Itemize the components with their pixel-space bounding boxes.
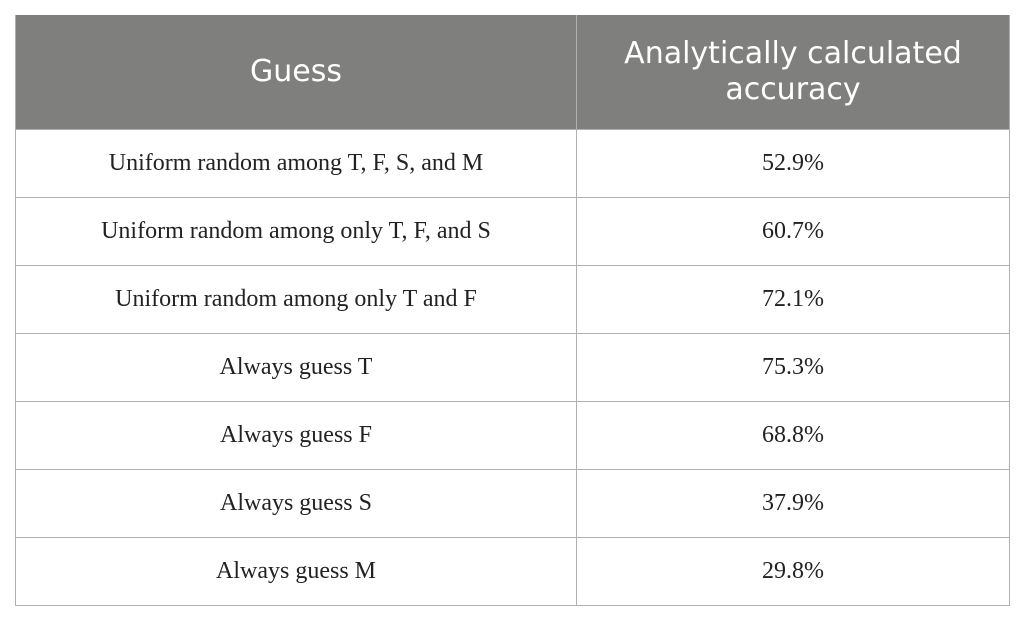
guess-cell: Uniform random among only T, F, and S: [15, 196, 577, 266]
accuracy-cell: 68.8%: [576, 400, 1010, 470]
header-cell: Analytically calculated accuracy: [576, 15, 1010, 129]
table-row: Uniform random among only T, F, and S 60.…: [15, 196, 1010, 266]
guess-cell: Always guess F: [15, 400, 577, 470]
accuracy-cell: 29.8%: [576, 536, 1010, 606]
table-body: Uniform random among T, F, S, and M 52.9%…: [15, 128, 1010, 606]
accuracy-cell: 75.3%: [576, 332, 1010, 402]
accuracy-cell: 60.7%: [576, 196, 1010, 266]
accuracy-cell: 37.9%: [576, 468, 1010, 538]
table-row: Uniform random among T, F, S, and M 52.9%: [15, 128, 1010, 198]
header-row: Guess Analytically calculated accuracy: [15, 15, 1010, 129]
header-cell: Guess: [15, 15, 577, 129]
accuracy-table: Guess Analytically calculated accuracy U…: [15, 15, 1010, 606]
table-row: Always guess F 68.8%: [15, 400, 1010, 470]
guess-cell: Always guess M: [15, 536, 577, 606]
table-row: Always guess S 37.9%: [15, 468, 1010, 538]
table-row: Always guess M 29.8%: [15, 536, 1010, 606]
table-row: Uniform random among only T and F 72.1%: [15, 264, 1010, 334]
table-row: Always guess T 75.3%: [15, 332, 1010, 402]
guess-cell: Uniform random among T, F, S, and M: [15, 128, 577, 198]
guess-cell: Always guess T: [15, 332, 577, 402]
accuracy-cell: 52.9%: [576, 128, 1010, 198]
accuracy-cell: 72.1%: [576, 264, 1010, 334]
table-header: Guess Analytically calculated accuracy: [15, 15, 1010, 129]
guess-cell: Always guess S: [15, 468, 577, 538]
guess-cell: Uniform random among only T and F: [15, 264, 577, 334]
